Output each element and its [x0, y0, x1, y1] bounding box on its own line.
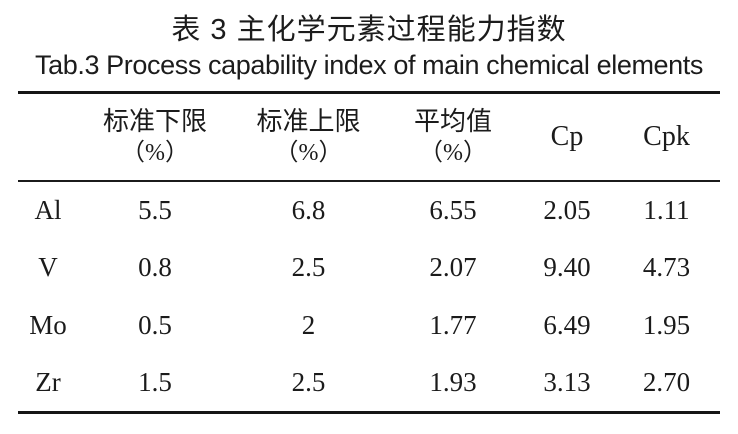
element-cell: Mo: [29, 310, 67, 340]
header-cell-lower-limit: 标准下限 （%）: [78, 91, 232, 182]
header-cell-mean: 平均值 （%）: [385, 91, 521, 182]
table-row-al: Al 5.5 6.8 6.55 2.05 1.11: [18, 181, 720, 239]
header-cell-element: [18, 91, 78, 182]
element-cell: Al: [34, 194, 62, 225]
value-cell-upper: 2.5: [232, 354, 385, 414]
value-cell-cp: 3.13: [521, 354, 613, 414]
value-cell-cp: 9.40: [543, 252, 591, 282]
value-cell-lower: 5.5: [138, 194, 172, 225]
value-cell-cp: 6.49: [543, 310, 591, 340]
header-unit: （%）: [274, 139, 343, 166]
header-cell-upper-limit: 标准上限 （%）: [232, 91, 385, 182]
header-cell-cp: Cp: [521, 91, 613, 182]
value-cell-upper: 2.5: [291, 252, 326, 282]
value-cell-lower: 0.8: [138, 252, 172, 282]
value-cell-mean: 1.93: [385, 354, 521, 414]
table-row-zr: Zr 1.5 2.5 1.93 3.13 2.70: [18, 354, 720, 414]
value-cell-cpk: 2.70: [613, 354, 720, 414]
value-cell-lower: 1.5: [78, 354, 232, 414]
value-cell-cp: 2.05: [543, 194, 591, 225]
table-title-zh: 表 3 主化学元素过程能力指数: [171, 14, 567, 46]
value-cell-cpk: 1.11: [643, 194, 690, 225]
header-unit: （%）: [419, 139, 487, 166]
header-cell-cpk: Cpk: [613, 91, 720, 182]
table-row-mo: Mo 0.5 2 1.77 6.49 1.95: [18, 297, 720, 355]
value-cell-upper: 6.8: [291, 194, 326, 225]
header-label: Cp: [550, 120, 584, 152]
table-row-v: V 0.8 2.5 2.07 9.40 4.73: [18, 239, 720, 297]
process-capability-table: 标准下限 （%） 标准上限 （%） 平均值 （%） Cp Cpk: [18, 91, 720, 414]
header-label: 标准上限: [256, 106, 361, 136]
table-header-row: 标准下限 （%） 标准上限 （%） 平均值 （%） Cp Cpk: [18, 91, 720, 182]
header-label: 标准下限: [102, 106, 207, 136]
element-cell: V: [38, 252, 58, 282]
table-title-en: Tab.3 Process capability index of main c…: [35, 50, 703, 80]
value-cell-mean: 1.77: [429, 310, 477, 340]
value-cell-lower: 0.5: [138, 310, 172, 340]
header-label: Cpk: [643, 120, 690, 152]
value-cell-mean: 2.07: [429, 252, 477, 282]
element-cell: Zr: [18, 354, 78, 414]
value-cell-upper: 2: [301, 310, 316, 340]
value-cell-cpk: 1.95: [642, 310, 691, 340]
header-label: 平均值: [413, 106, 492, 136]
header-unit: （%）: [121, 139, 189, 166]
value-cell-cpk: 4.73: [642, 252, 691, 282]
value-cell-mean: 6.55: [429, 194, 477, 225]
